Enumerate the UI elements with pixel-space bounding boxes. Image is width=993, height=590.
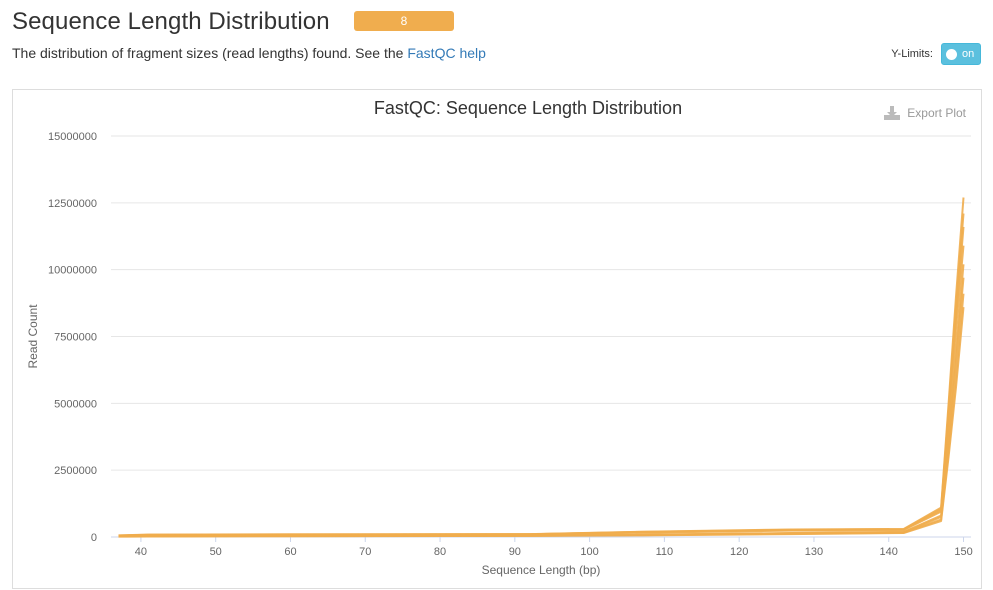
toggle-knob xyxy=(946,48,957,60)
x-tick-label: 80 xyxy=(434,546,446,558)
y-tick-label: 10000000 xyxy=(48,265,97,277)
plot-panel: FastQC: Sequence Length Distribution 0 250… xyxy=(12,89,982,589)
fastqc-help-link[interactable]: FastQC help xyxy=(407,45,486,61)
export-plot-button[interactable]: Export Plot xyxy=(883,105,966,121)
page-title: Sequence Length Distribution xyxy=(12,8,330,35)
toggle-state-text: on xyxy=(962,48,975,60)
series-line-7 xyxy=(118,245,965,537)
y-tick-label: 5000000 xyxy=(54,398,97,410)
x-tick-label: 50 xyxy=(210,546,222,558)
series-line-2 xyxy=(118,226,965,537)
series-line-4 xyxy=(118,293,965,538)
series-line-5 xyxy=(118,213,965,537)
series-line-6 xyxy=(118,307,965,538)
series-line-1 xyxy=(118,197,965,537)
y-limits-label: Y-Limits: xyxy=(891,48,933,60)
y-tick-label: 7500000 xyxy=(54,332,97,344)
x-tick-label: 60 xyxy=(284,546,296,558)
y-tick-label: 15000000 xyxy=(48,131,97,143)
y-axis-label: Read Count xyxy=(26,304,40,369)
series-line-8 xyxy=(118,264,965,538)
y-tick-label: 0 xyxy=(91,532,97,544)
x-tick-label: 100 xyxy=(580,546,598,558)
y-limits-toggle[interactable]: on xyxy=(941,43,981,65)
x-tick-label: 140 xyxy=(880,546,898,558)
export-plot-label: Export Plot xyxy=(907,106,966,120)
sequence-length-chart: FastQC: Sequence Length Distribution 0 250… xyxy=(26,98,973,577)
x-tick-label: 110 xyxy=(656,546,674,558)
description-text: The distribution of fragment sizes (read… xyxy=(12,45,408,61)
chart-title: FastQC: Sequence Length Distribution xyxy=(374,98,682,118)
x-tick-label: 70 xyxy=(359,546,371,558)
y-tick-label: 2500000 xyxy=(54,465,97,477)
download-icon xyxy=(884,106,901,120)
status-badge: 8 xyxy=(354,11,454,31)
x-tick-label: 150 xyxy=(954,546,972,558)
x-tick-label: 90 xyxy=(509,546,521,558)
y-limits-control: Y-Limits: on xyxy=(891,43,981,65)
x-tick-label: 130 xyxy=(805,546,823,558)
header: Sequence Length Distribution xyxy=(12,4,330,40)
series-line-3 xyxy=(118,277,965,538)
x-axis-label: Sequence Length (bp) xyxy=(482,563,601,577)
y-tick-label: 12500000 xyxy=(48,198,97,210)
x-tick-label: 40 xyxy=(135,546,147,558)
section-description: The distribution of fragment sizes (read… xyxy=(12,45,486,61)
x-tick-label: 120 xyxy=(730,546,748,558)
